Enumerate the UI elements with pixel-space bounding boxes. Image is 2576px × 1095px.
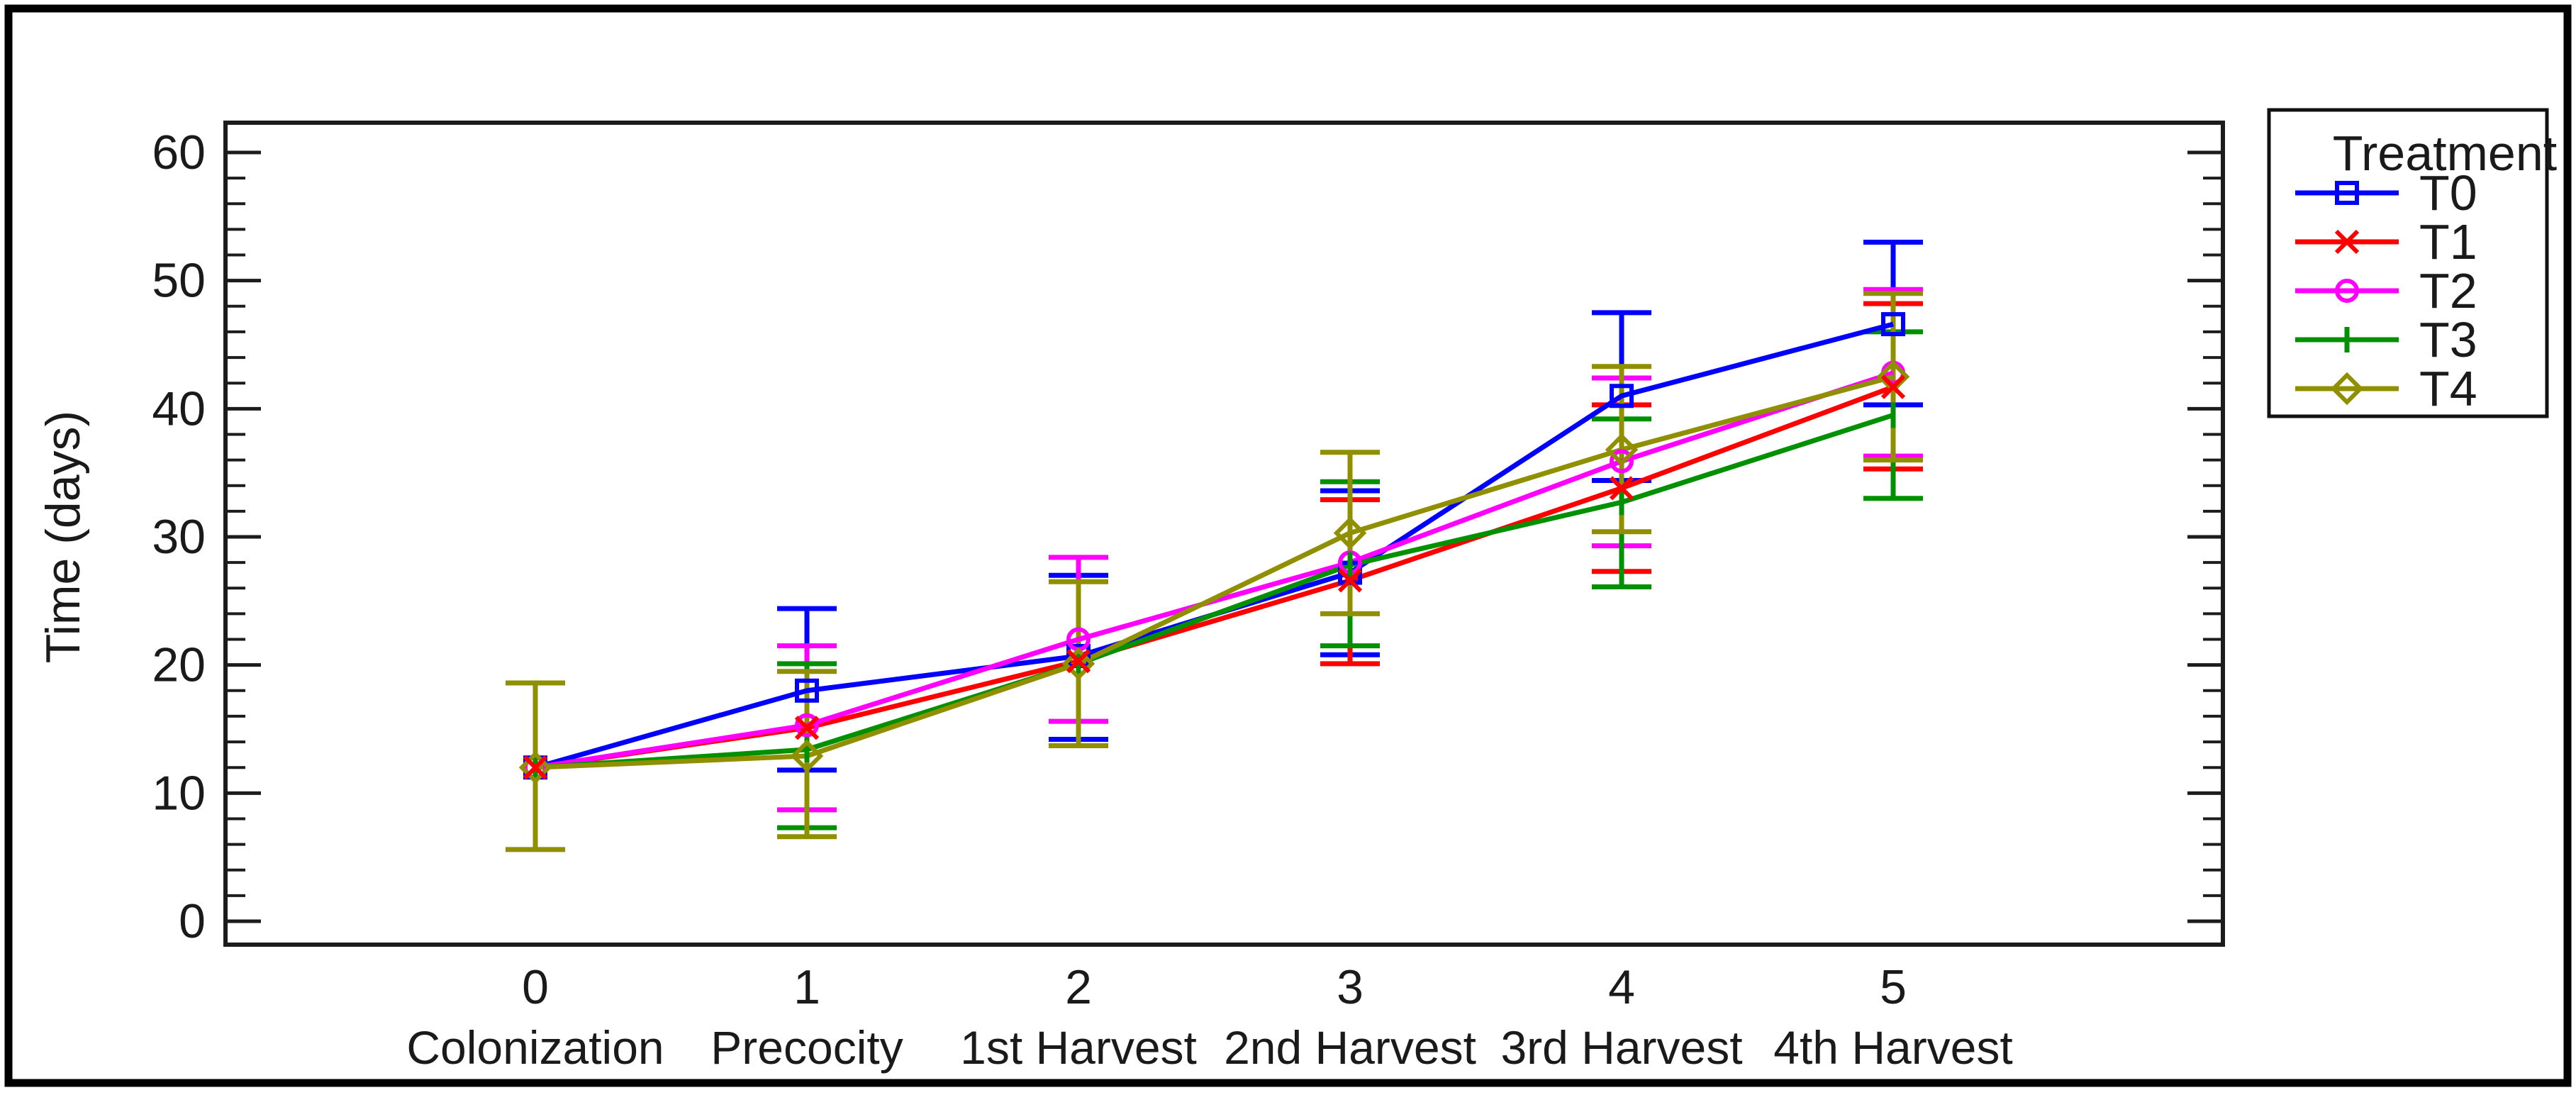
x-tick-label: 2 (1065, 960, 1092, 1014)
legend-item-label: T1 (2419, 214, 2477, 269)
y-axis-title: Time (days) (36, 411, 90, 663)
legend-item-T0: T0 (2295, 165, 2477, 221)
square-marker (1881, 312, 1905, 337)
series-line-T3 (535, 413, 1895, 770)
series-lines-layer (535, 321, 1895, 770)
x-tick-label: 0 (522, 960, 549, 1014)
legend-item-T4: T4 (2295, 361, 2477, 416)
figure-border (4, 4, 2572, 1087)
diamond-marker (1061, 647, 1095, 681)
y-tick-label: 30 (152, 510, 206, 564)
series-markers-T4 (518, 360, 1910, 784)
y-tick-label: 0 (179, 894, 206, 948)
x-tick-label: 5 (1880, 960, 1907, 1014)
x-category-label: Colonization (406, 1021, 664, 1074)
x-category-label: 4th Harvest (1773, 1021, 2012, 1074)
legend-diamond-marker (2330, 372, 2364, 406)
legend-item-label: T3 (2419, 312, 2477, 367)
x-category-label: Precocity (710, 1021, 903, 1074)
series-markers-layer (518, 312, 1910, 784)
x-tick-label: 1 (793, 960, 820, 1014)
legend-box (2267, 108, 2549, 418)
legend-square-marker (2335, 181, 2359, 205)
series-markers-T3 (533, 402, 1896, 781)
series-markers-T1 (523, 374, 1906, 780)
series-line-T0 (535, 321, 1894, 770)
legend-title: Treatment (2333, 126, 2557, 181)
diamond-marker (518, 750, 552, 784)
legend-circle-marker (2335, 279, 2359, 303)
x-tick-label: 3 (1337, 960, 1364, 1014)
x-category-label: 1st Harvest (960, 1021, 1197, 1074)
legend-item-T3: T3 (2295, 312, 2477, 367)
x-category-label: 3rd Harvest (1500, 1021, 1742, 1074)
y-axis: 0 10 20 30 40 50 60 (152, 126, 2223, 948)
circle-marker (795, 713, 819, 738)
square-marker (795, 678, 819, 703)
x-axis: 0 Colonization 1 Precocity 2 1st Harvest 3 2nd … (406, 960, 2012, 1074)
y-tick-label: 10 (152, 766, 206, 820)
legend-item-T1: T1 (2295, 214, 2477, 269)
x-marker (1880, 374, 1906, 399)
y-tick-label: 20 (152, 638, 206, 692)
y-tick-label: 50 (152, 254, 206, 308)
diamond-marker (790, 739, 824, 773)
x-marker (1066, 649, 1091, 674)
legend-item-T2: T2 (2295, 263, 2477, 318)
x-marker (1609, 476, 1634, 501)
plot-area (223, 121, 2225, 947)
legend-item-label: T4 (2419, 361, 2477, 416)
x-marker (794, 716, 820, 740)
y-tick-label: 60 (152, 126, 206, 179)
square-marker (1610, 384, 1634, 408)
circle-marker (1610, 449, 1634, 474)
diamond-marker (1605, 433, 1639, 467)
x-tick-label: 4 (1608, 960, 1635, 1014)
y-tick-label: 40 (152, 382, 206, 435)
series-markers-T2 (523, 360, 1905, 780)
diamond-marker (1876, 360, 1910, 394)
legend-item-label: T2 (2419, 263, 2477, 318)
series-markers-T0 (523, 312, 1905, 780)
legend-item-label: T0 (2419, 165, 2477, 221)
series-line-T4 (535, 374, 1894, 770)
x-marker (1337, 568, 1363, 593)
diamond-marker (1333, 516, 1367, 550)
plot-frame-rect (223, 121, 2225, 947)
legend-x-marker (2334, 229, 2360, 255)
x-marker (523, 755, 548, 780)
x-category-label: 2nd Harvest (1224, 1021, 1476, 1074)
